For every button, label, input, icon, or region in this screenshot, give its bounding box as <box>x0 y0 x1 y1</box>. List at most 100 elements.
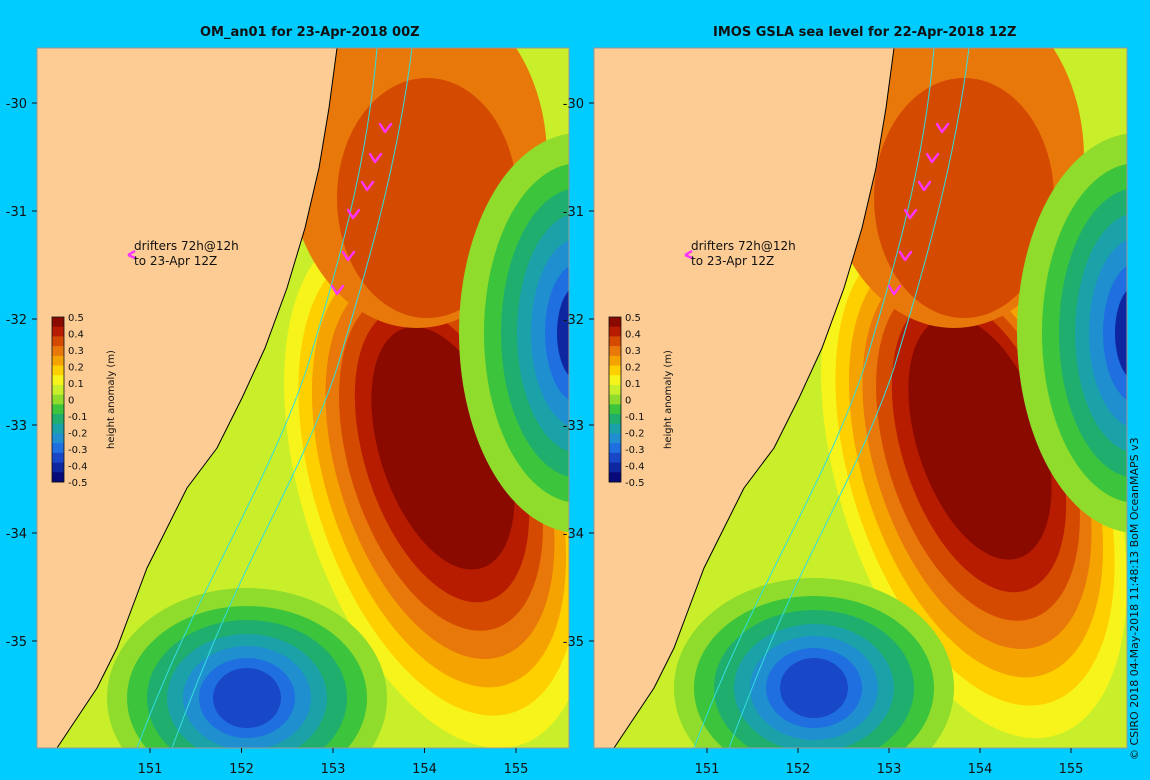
drifter-legend-arrow <box>127 249 136 260</box>
colorbar-frame <box>608 316 622 483</box>
map-frame <box>36 47 570 749</box>
colorbar-swatch <box>609 326 621 337</box>
right-axes: -30 -31 -32 -33 -34 -35 151 152 153 154 155 drifter… <box>563 47 1128 777</box>
drifter-arrow <box>887 284 902 296</box>
right-panel-title: IMOS GSLA sea level for 22-Apr-2018 12Z <box>713 25 1017 40</box>
lon-tick-label: 153 <box>321 762 346 777</box>
colorbar-swatch <box>52 394 64 405</box>
drifter-arrow <box>360 180 375 192</box>
land-mass <box>37 48 338 748</box>
left-map-panel <box>37 48 569 748</box>
right-map-panel <box>594 48 1127 748</box>
lon-tick-label: 151 <box>695 762 720 777</box>
colorbar-swatch <box>52 375 64 386</box>
lon-tick-label: 152 <box>786 762 811 777</box>
colorbar-swatch <box>609 365 621 376</box>
colorbar-swatch <box>52 336 64 347</box>
bathymetry-contour <box>693 48 935 748</box>
colorbar-tick-label: 0.3 <box>625 346 641 357</box>
lon-tick-label: 154 <box>968 762 993 777</box>
lat-tick-label: -32 <box>6 313 27 328</box>
colorbar-axis-label: height anomaly (m) <box>663 350 674 449</box>
drifter-arrow <box>925 152 940 164</box>
colorbar-tick-label: 0.5 <box>625 313 641 324</box>
colorbar-swatch <box>609 355 621 367</box>
lat-tick-label: -33 <box>6 419 27 434</box>
colorbar-swatch <box>52 384 64 396</box>
colorbar-tick-label: 0.1 <box>68 379 84 390</box>
colorbar-tick-label: -0.1 <box>68 412 88 423</box>
lat-tick-label: -30 <box>6 97 27 112</box>
drifter-arrow <box>378 122 393 134</box>
colorbar-swatch <box>52 423 64 434</box>
drifter-legend-line2: to 23-Apr 12Z <box>134 254 217 268</box>
colorbar-swatch <box>52 346 64 357</box>
cold-eddy-level <box>213 668 281 728</box>
drifter-arrow <box>341 250 356 262</box>
colorbar-tick-label: -0.5 <box>625 478 645 489</box>
colorbar-tick-label: -0.3 <box>625 445 645 456</box>
lat-tick-label: -34 <box>563 527 584 542</box>
colorbar-tick-label: 0 <box>68 396 74 407</box>
warm-eddy-level <box>908 316 1052 560</box>
colorbar-swatch <box>609 472 621 483</box>
east-eddy-level <box>557 290 569 376</box>
colorbar-swatch <box>609 433 621 444</box>
drifter-legend-line1: drifters 72h@12h <box>691 239 796 253</box>
colorbar-tick-label: -0.4 <box>625 462 645 473</box>
colorbar-swatch <box>52 462 64 473</box>
colorbar-swatch <box>52 472 64 483</box>
colorbar-swatch <box>609 317 621 328</box>
colorbar-tick-label: -0.5 <box>68 478 88 489</box>
colorbar-swatch <box>52 326 64 337</box>
lat-tick-label: -35 <box>563 635 584 650</box>
left-axes: -30 -31 -32 -33 -34 -35 151 152 153 154 155 drifter… <box>6 47 570 777</box>
cold-eddy-level <box>780 658 848 718</box>
colorbar-swatch <box>52 452 64 464</box>
colorbar-swatch <box>609 443 621 454</box>
lon-tick-label: 151 <box>138 762 163 777</box>
colorbar-tick-label: -0.4 <box>68 462 88 473</box>
colorbar-tick-label: -0.3 <box>68 445 88 456</box>
bathymetry-contour <box>136 48 378 748</box>
drifter-arrow <box>346 208 361 220</box>
colorbar-tick-label: 0.5 <box>68 313 84 324</box>
colorbar-swatch <box>609 414 621 425</box>
bathymetry-contour <box>728 48 970 748</box>
colorbar-frame <box>51 316 65 483</box>
lat-tick-label: -31 <box>6 205 27 220</box>
lon-tick-label: 152 <box>229 762 254 777</box>
credit-text: © CSIRO 2018 04-May-2018 11:48:13 BoM Oc… <box>1128 437 1141 760</box>
drifter-arrow <box>898 250 913 262</box>
colorbar-tick-label: 0.4 <box>625 330 641 341</box>
colorbar-tick-label: -0.2 <box>68 429 88 440</box>
colorbar-tick-label: -0.1 <box>625 412 645 423</box>
lon-tick-label: 153 <box>877 762 902 777</box>
colorbar-swatch <box>609 375 621 386</box>
lat-tick-label: -32 <box>563 313 584 328</box>
drifter-arrow <box>368 152 383 164</box>
drifter-arrow <box>330 284 345 296</box>
bathymetry-contour <box>171 48 413 748</box>
colorbar-swatch <box>609 384 621 396</box>
drifter-legend-line1: drifters 72h@12h <box>134 239 239 253</box>
colorbar-swatch <box>609 346 621 357</box>
colorbar-swatch <box>609 452 621 464</box>
colorbar-swatch <box>52 365 64 376</box>
map-frame <box>593 47 1128 749</box>
colorbar-swatch <box>609 462 621 473</box>
lat-tick-label: -35 <box>6 635 27 650</box>
lat-tick-label: -33 <box>563 419 584 434</box>
lon-tick-label: 155 <box>1059 762 1084 777</box>
colorbar-tick-label: 0.4 <box>68 330 84 341</box>
colorbar-swatch <box>52 433 64 444</box>
drifter-legend-line2: to 23-Apr 12Z <box>691 254 774 268</box>
lat-tick-label: -34 <box>6 527 27 542</box>
colorbar-swatch <box>52 414 64 425</box>
colorbar-tick-label: 0.2 <box>68 363 84 374</box>
drifter-arrow <box>917 180 932 192</box>
colorbar-swatch <box>52 355 64 367</box>
lat-tick-label: -31 <box>563 205 584 220</box>
east-eddy-level <box>1115 290 1127 376</box>
